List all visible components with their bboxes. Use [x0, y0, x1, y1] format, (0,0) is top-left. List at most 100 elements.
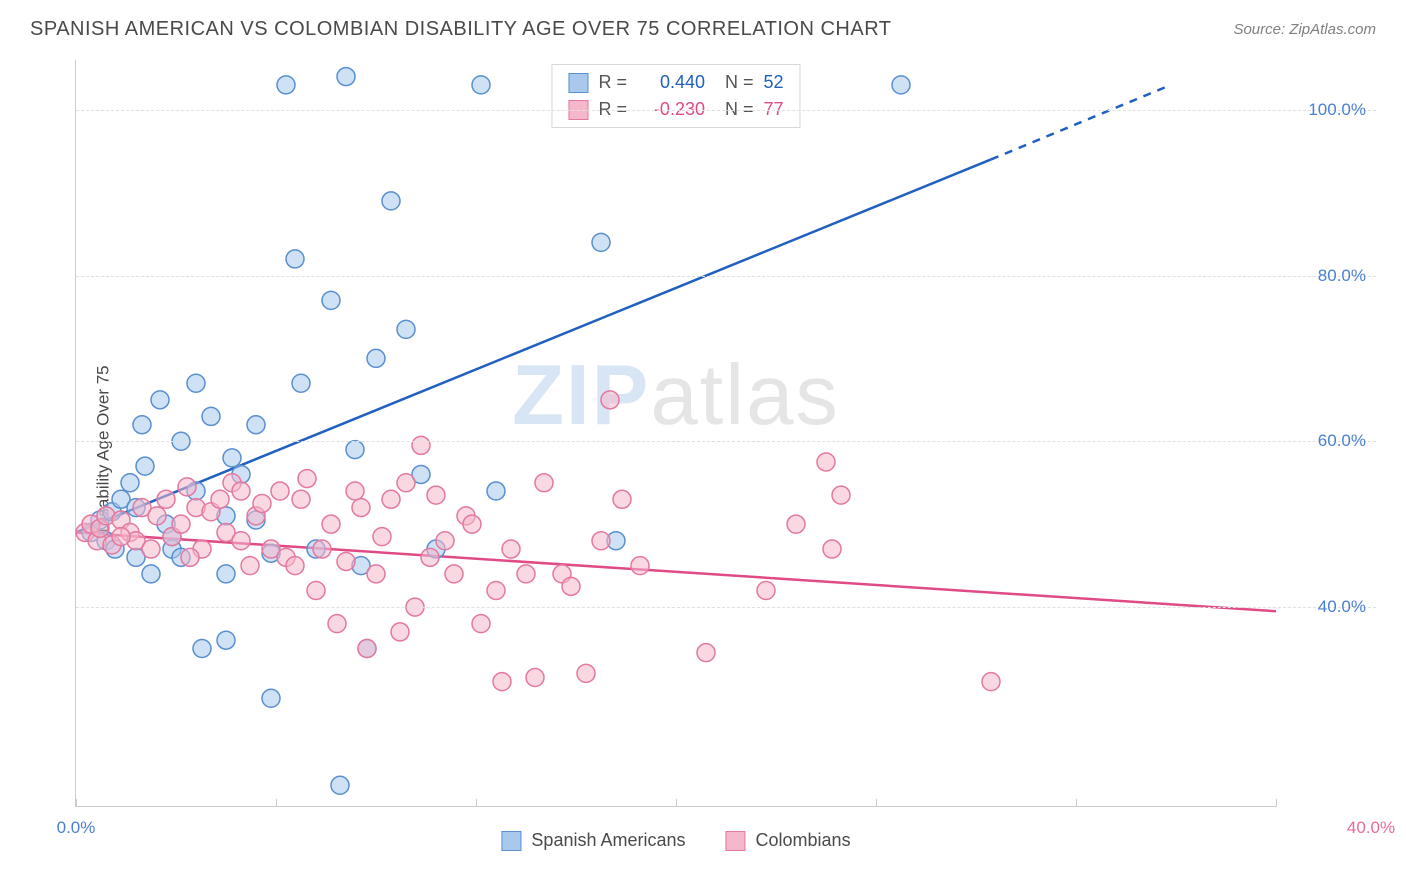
scatter-point: [445, 565, 463, 583]
scatter-point: [487, 581, 505, 599]
scatter-point: [187, 374, 205, 392]
stats-row: R =0.440N =52: [568, 69, 783, 96]
x-tick: [676, 799, 677, 807]
scatter-point: [232, 532, 250, 550]
scatter-point: [463, 515, 481, 533]
scatter-point: [133, 416, 151, 434]
scatter-point: [322, 515, 340, 533]
scatter-point: [487, 482, 505, 500]
scatter-point: [391, 623, 409, 641]
scatter-point: [517, 565, 535, 583]
scatter-point: [412, 436, 430, 454]
scatter-point: [136, 457, 154, 475]
scatter-point: [142, 540, 160, 558]
scatter-point: [112, 528, 130, 546]
x-tick: [476, 799, 477, 807]
scatter-point: [253, 494, 271, 512]
scatter-point: [493, 673, 511, 691]
plot-region: ZIPatlas R =0.440N =52R =-0.230N =77 Spa…: [75, 60, 1276, 807]
scatter-point: [397, 474, 415, 492]
scatter-point: [307, 581, 325, 599]
gridline: [76, 276, 1376, 277]
scatter-point: [271, 482, 289, 500]
scatter-point: [337, 68, 355, 86]
legend-label: Colombians: [756, 830, 851, 851]
correlation-stats-box: R =0.440N =52R =-0.230N =77: [551, 64, 800, 128]
scatter-point: [181, 548, 199, 566]
scatter-point: [613, 490, 631, 508]
chart-area: Disability Age Over 75 ZIPatlas R =0.440…: [55, 60, 1376, 837]
legend-swatch: [501, 831, 521, 851]
x-tick: [1076, 799, 1077, 807]
scatter-point: [286, 557, 304, 575]
scatter-point: [292, 374, 310, 392]
scatter-point: [427, 486, 445, 504]
scatter-point: [202, 407, 220, 425]
y-tick-label: 40.0%: [1318, 597, 1366, 617]
scatter-point: [337, 552, 355, 570]
scatter-point: [277, 76, 295, 94]
scatter-point: [817, 453, 835, 471]
scatter-point: [286, 250, 304, 268]
scatter-point: [232, 482, 250, 500]
scatter-point: [787, 515, 805, 533]
scatter-point: [151, 391, 169, 409]
scatter-point: [217, 631, 235, 649]
scatter-point: [832, 486, 850, 504]
scatter-point: [352, 499, 370, 517]
scatter-point: [241, 557, 259, 575]
scatter-point: [358, 640, 376, 658]
scatter-point: [178, 478, 196, 496]
scatter-point: [823, 540, 841, 558]
x-label-right: 40.0%: [1347, 818, 1395, 838]
scatter-point: [472, 76, 490, 94]
scatter-point: [328, 615, 346, 633]
scatter-point: [121, 474, 139, 492]
x-tick: [1276, 799, 1277, 807]
scatter-point: [382, 490, 400, 508]
scatter-point: [535, 474, 553, 492]
scatter-point: [157, 490, 175, 508]
r-value: 0.440: [637, 69, 705, 96]
scatter-point: [562, 577, 580, 595]
scatter-point: [592, 233, 610, 251]
scatter-point: [292, 490, 310, 508]
legend-swatch: [726, 831, 746, 851]
scatter-point: [367, 565, 385, 583]
scatter-point: [298, 470, 316, 488]
scatter-point: [142, 565, 160, 583]
scatter-point: [211, 490, 229, 508]
scatter-point: [757, 581, 775, 599]
scatter-point: [436, 532, 454, 550]
x-label-left: 0.0%: [57, 818, 96, 838]
scatter-point: [526, 669, 544, 687]
gridline: [76, 110, 1376, 111]
scatter-point: [631, 557, 649, 575]
scatter-point: [577, 664, 595, 682]
gridline: [76, 441, 1376, 442]
legend-item: Colombians: [726, 830, 851, 851]
x-tick: [276, 799, 277, 807]
scatter-point: [592, 532, 610, 550]
scatter-point: [382, 192, 400, 210]
x-tick: [76, 799, 77, 807]
scatter-point: [892, 76, 910, 94]
y-tick-label: 60.0%: [1318, 431, 1366, 451]
scatter-point: [223, 449, 241, 467]
chart-source: Source: ZipAtlas.com: [1233, 21, 1376, 38]
y-tick-label: 100.0%: [1308, 100, 1366, 120]
scatter-point: [313, 540, 331, 558]
scatter-point: [982, 673, 1000, 691]
legend: Spanish AmericansColombians: [501, 830, 850, 851]
scatter-point: [247, 416, 265, 434]
scatter-point: [502, 540, 520, 558]
scatter-point: [346, 441, 364, 459]
scatter-point: [193, 640, 211, 658]
scatter-points-layer: [76, 60, 1276, 806]
scatter-point: [367, 349, 385, 367]
scatter-point: [472, 615, 490, 633]
chart-title: SPANISH AMERICAN VS COLOMBIAN DISABILITY…: [30, 18, 892, 41]
scatter-point: [217, 565, 235, 583]
gridline: [76, 607, 1376, 608]
scatter-point: [697, 644, 715, 662]
